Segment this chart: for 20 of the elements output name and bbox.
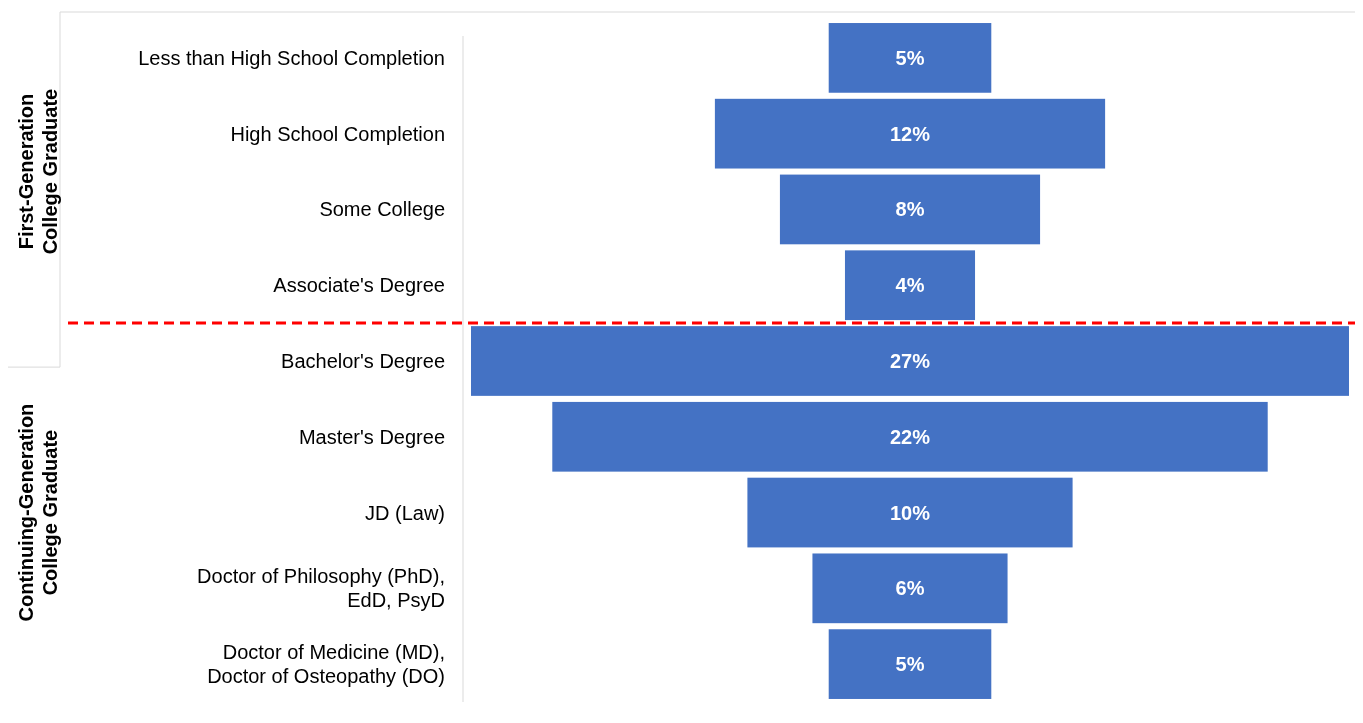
data-label: 4%: [895, 274, 925, 297]
text: Continuing-Generation College Graduate: [15, 403, 61, 622]
category-label: Doctor of Medicine (MD), Doctor of Osteopathy (DO): [207, 641, 445, 688]
category-label: Master's Degree: [298, 425, 445, 448]
data-label: 8%: [895, 198, 925, 221]
data-label: 22%: [889, 425, 931, 448]
data-label: 6%: [895, 577, 925, 600]
category-label: JD (Law): [364, 501, 445, 524]
text: First-Generation College Graduate: [15, 88, 61, 255]
category-label: Bachelor's Degree: [281, 350, 445, 372]
category-label: High School Completion: [230, 122, 445, 145]
category-label: Doctor of Philosophy (PhD), EdD, PsyD: [197, 565, 445, 612]
data-label: 27%: [889, 350, 931, 372]
data-label: 12%: [889, 122, 931, 145]
data-label: 5%: [895, 653, 925, 676]
category-label: Less than High School Completion: [138, 46, 445, 69]
category-label: Some College: [319, 198, 445, 221]
data-label: 10%: [889, 501, 931, 524]
data-label: 5%: [895, 46, 925, 69]
category-label: Associate's Degree: [273, 274, 445, 297]
